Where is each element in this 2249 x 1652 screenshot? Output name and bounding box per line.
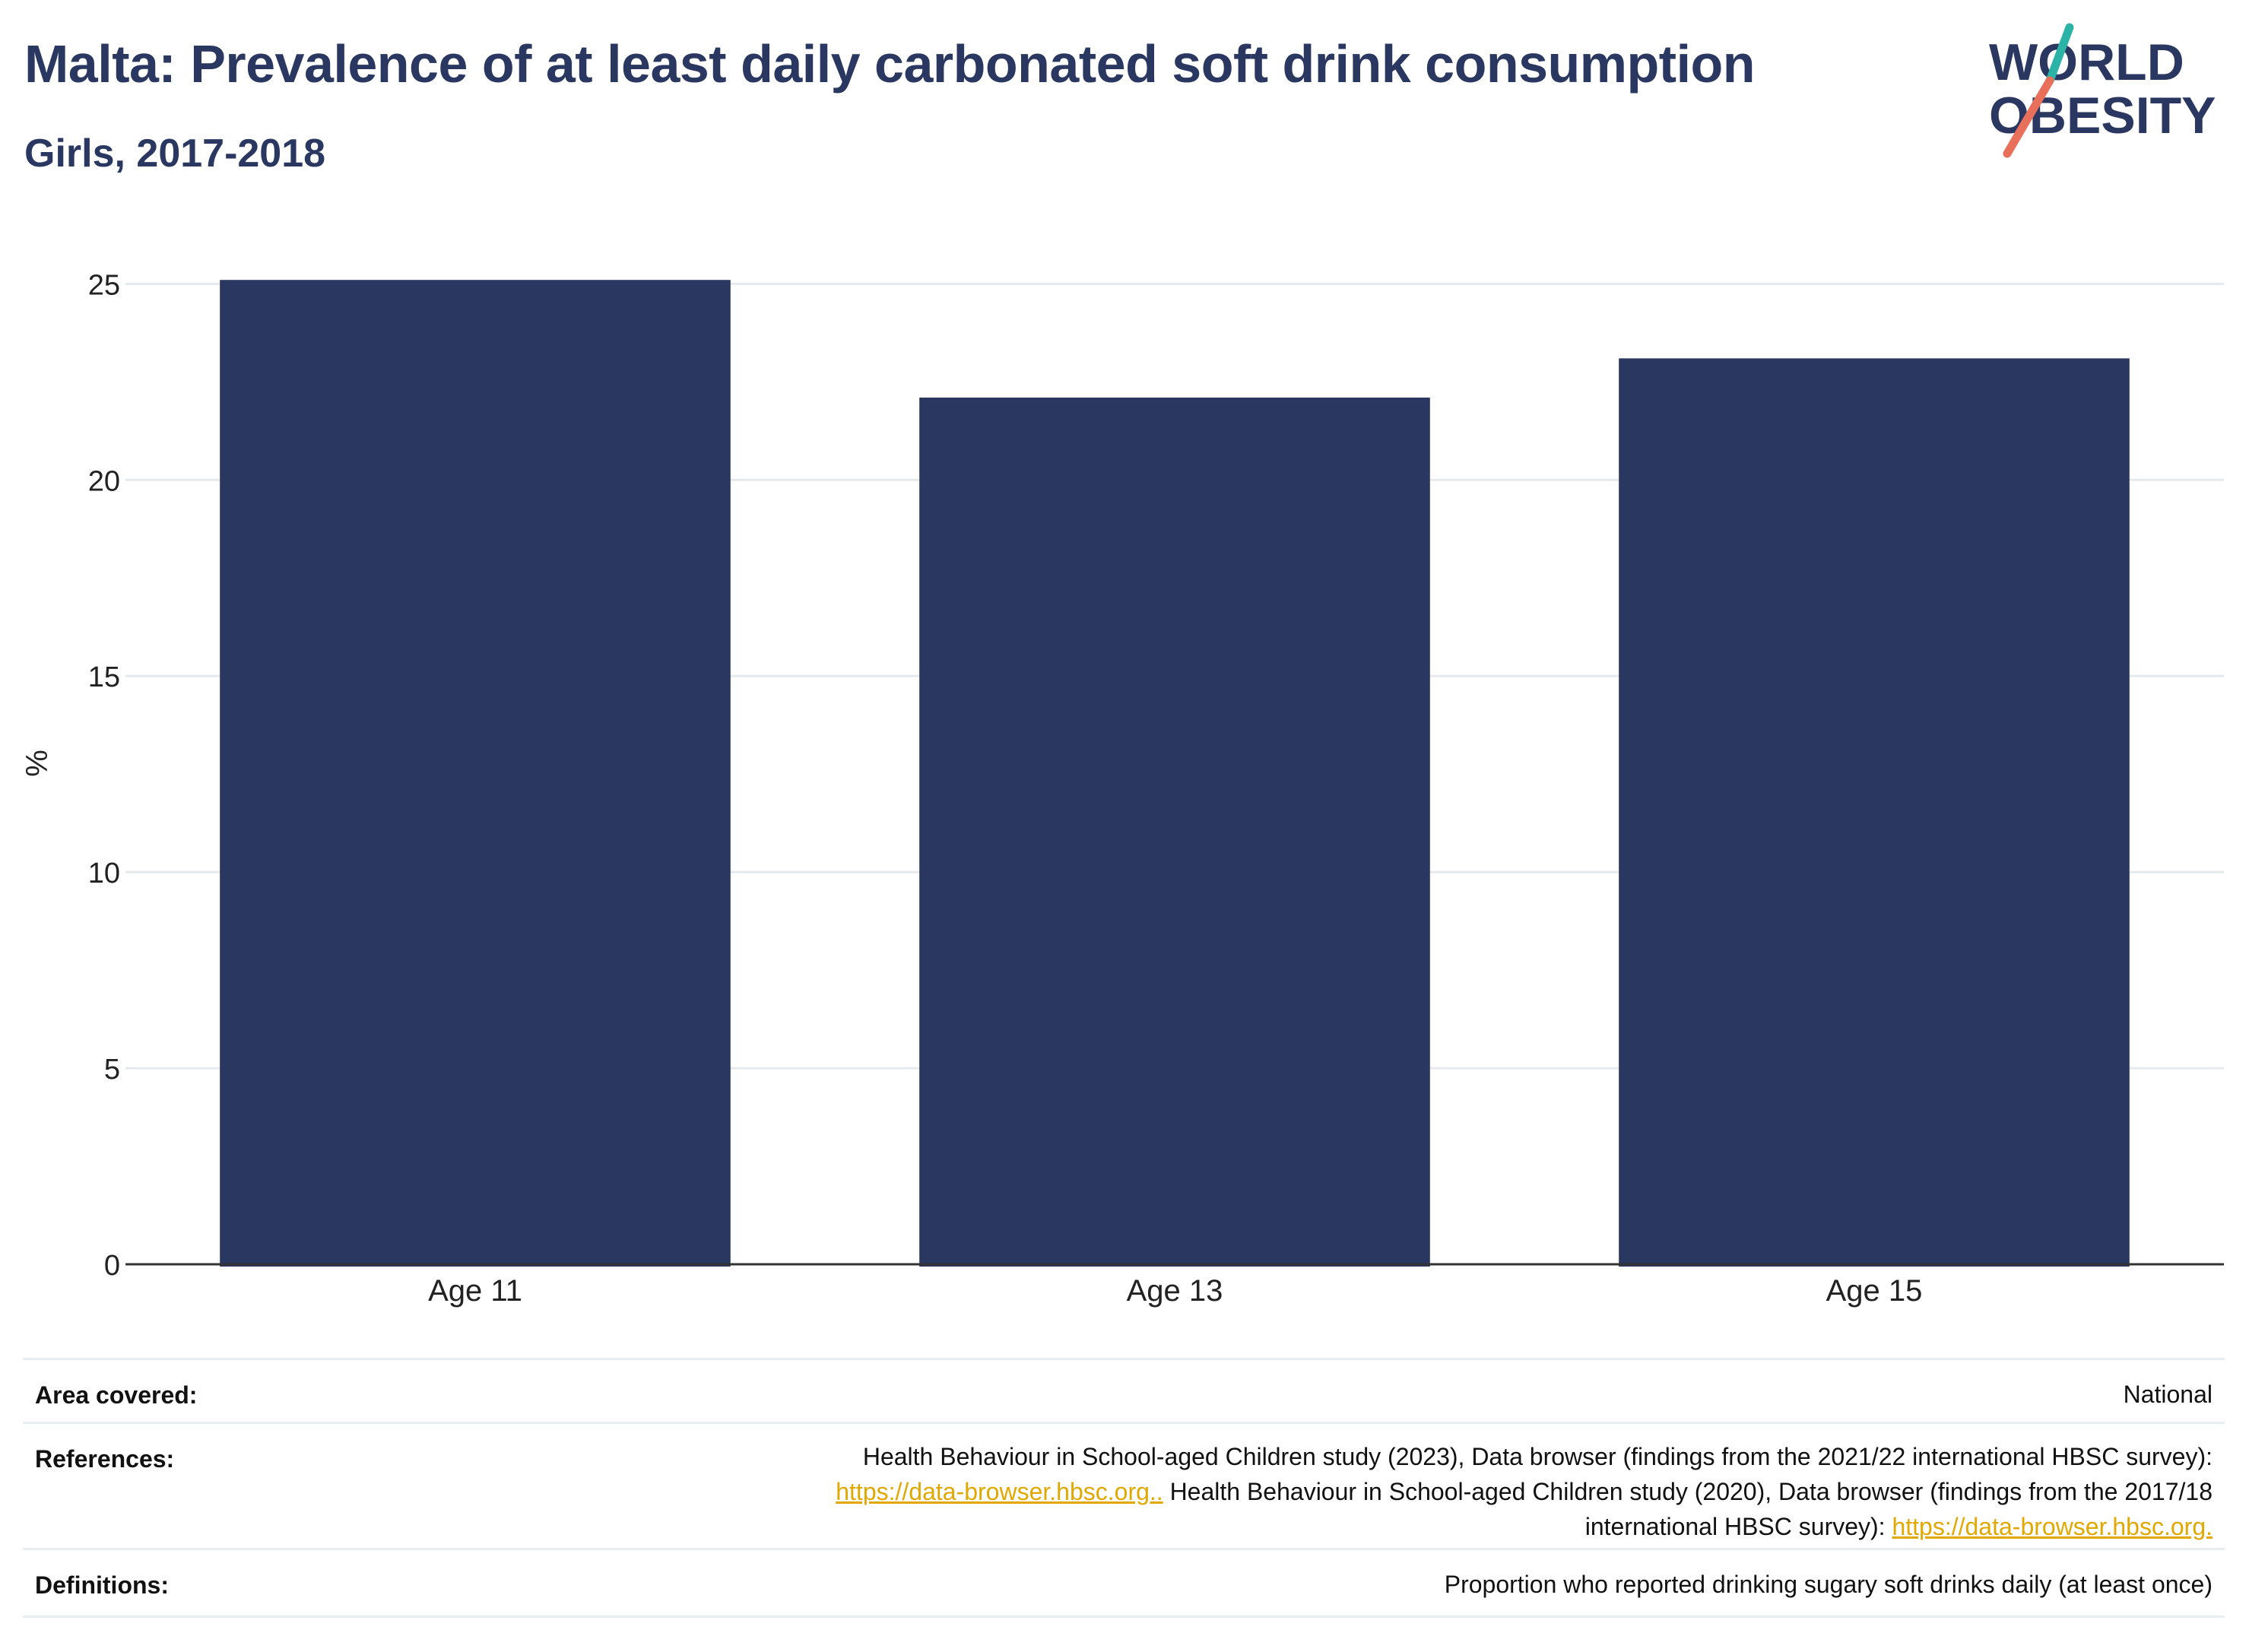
definitions-label: Definitions: [35,1571,169,1599]
chart-subtitle: Girls, 2017-2018 [24,132,326,176]
x-tick-label: Age 11 [428,1274,522,1308]
logo-slash-bottom [2003,76,2054,158]
y-tick-label: 20 [88,465,120,497]
area-label: Area covered: [35,1381,198,1409]
reference-link-1[interactable]: https://data-browser.hbsc.org.. [836,1478,1163,1505]
world-obesity-logo: WORLD OBESITY [1989,23,2216,158]
y-tick-label: 15 [88,661,120,693]
x-tick-label: Age 13 [1127,1274,1223,1308]
bar [220,280,731,1267]
reference-link-2[interactable]: https://data-browser.hbsc.org. [1892,1513,2213,1540]
area-value: National [2123,1381,2213,1408]
y-axis-label: % [21,750,54,777]
y-tick-label: 5 [104,1054,120,1086]
bar-chart: 0 5 10 15 20 25% Age 11 Age 13 Age 15 [21,269,2224,1308]
footer-row-area: Area covered: National [23,1358,2225,1424]
definitions-value: Proportion who reported drinking sugary … [1444,1571,2213,1598]
bar [919,397,1430,1267]
references-line1: Health Behaviour in School-aged Children… [862,1443,2213,1470]
chart-title: Malta: Prevalence of at least daily carb… [24,34,1756,94]
footer-row-references: References: Health Behaviour in School-a… [23,1422,2225,1550]
footer-row-definitions: Definitions: Proportion who reported dri… [23,1548,2225,1618]
logo-slash-top [2045,23,2074,85]
y-tick-label: 0 [104,1250,120,1282]
logo-line1: WORLD [1989,33,2184,91]
references-value: Health Behaviour in School-aged Children… [836,1439,2213,1544]
references-line2-text: Health Behaviour in School-aged Children… [1163,1478,2213,1505]
bar [1619,358,2130,1267]
references-line3-text: international HBSC survey): [1584,1513,1892,1540]
x-tick-label: Age 15 [1826,1274,1923,1308]
y-tick-label: 10 [88,858,120,889]
references-line2: https://data-browser.hbsc.org.. Health B… [836,1474,2213,1509]
y-tick-label: 25 [88,269,120,301]
references-line3: international HBSC survey): https://data… [836,1509,2213,1544]
references-label: References: [35,1445,175,1473]
